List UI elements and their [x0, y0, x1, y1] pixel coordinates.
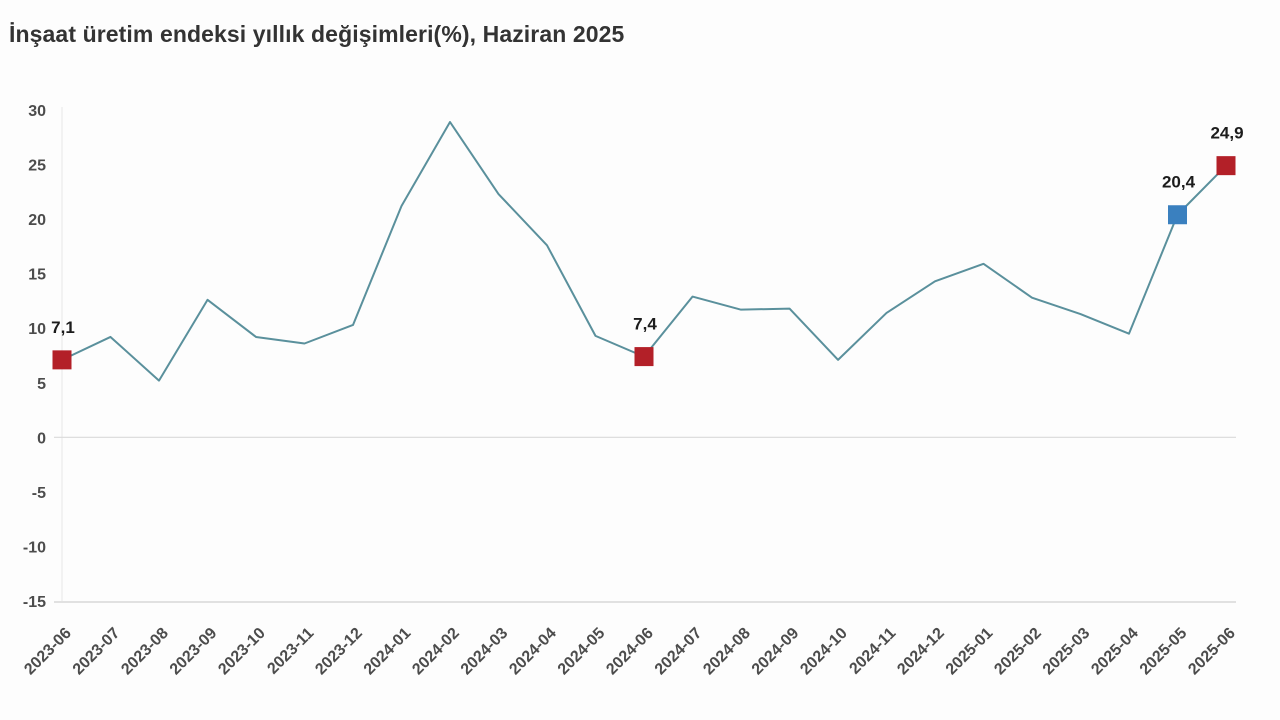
chart-title: İnşaat üretim endeksi yıllık değişimleri…: [9, 21, 625, 47]
x-tick-label: 2023-08: [118, 625, 172, 679]
y-tick-label: 15: [28, 267, 46, 284]
x-tick-label: 2024-05: [555, 625, 609, 679]
data-point-label-2023-06: 7,1: [51, 318, 75, 337]
x-tick-label: 2023-09: [167, 625, 221, 679]
y-tick-label: 25: [28, 158, 46, 175]
x-tick-label: 2023-10: [215, 625, 269, 679]
x-tick-label: 2025-01: [943, 625, 997, 679]
y-tick-label: 0: [37, 430, 46, 447]
y-tick-label: 5: [37, 376, 46, 393]
series-line: [61, 121, 1227, 382]
y-tick-label: 20: [28, 212, 46, 229]
x-tick-label: 2025-05: [1137, 625, 1191, 679]
x-tick-label: 2024-08: [700, 625, 754, 679]
y-tick-label: 10: [28, 321, 46, 338]
x-tick-label: 2024-03: [458, 625, 512, 679]
x-tick-label: 2024-01: [361, 625, 415, 679]
data-point-label-2025-06: 24,9: [1210, 124, 1243, 143]
data-point-label-2025-05: 20,4: [1162, 173, 1196, 192]
y-tick-label: -10: [23, 539, 46, 556]
y-tick-label: -5: [32, 485, 46, 502]
y-tick-label: -15: [23, 594, 46, 611]
x-tick-label: 2023-11: [264, 625, 317, 678]
x-tick-label: 2024-10: [797, 625, 851, 679]
x-tick-label: 2024-12: [894, 625, 948, 679]
data-point-marker-2023-06: [52, 350, 72, 370]
y-tick-label: 30: [28, 103, 46, 120]
x-tick-label: 2025-04: [1088, 625, 1142, 679]
x-tick-label: 2024-02: [409, 625, 463, 679]
data-point-marker-2024-06: [634, 347, 654, 367]
x-tick-label: 2024-09: [749, 625, 803, 679]
data-point-label-2024-06: 7,4: [633, 315, 657, 334]
x-tick-label: 2023-12: [312, 625, 366, 679]
data-point-marker-2025-05: [1168, 205, 1187, 225]
x-tick-label: 2024-06: [603, 625, 657, 679]
x-tick-label: 2025-02: [991, 625, 1045, 679]
x-tick-label: 2024-07: [652, 625, 706, 679]
data-point-marker-2025-06: [1216, 156, 1236, 176]
x-tick-label: 2025-03: [1040, 625, 1094, 679]
x-tick-label: 2024-11: [846, 625, 899, 678]
x-tick-label: 2023-07: [70, 625, 124, 679]
x-tick-label: 2023-06: [21, 625, 75, 679]
x-tick-label: 2024-04: [506, 625, 560, 679]
x-tick-label: 2025-06: [1185, 625, 1239, 679]
